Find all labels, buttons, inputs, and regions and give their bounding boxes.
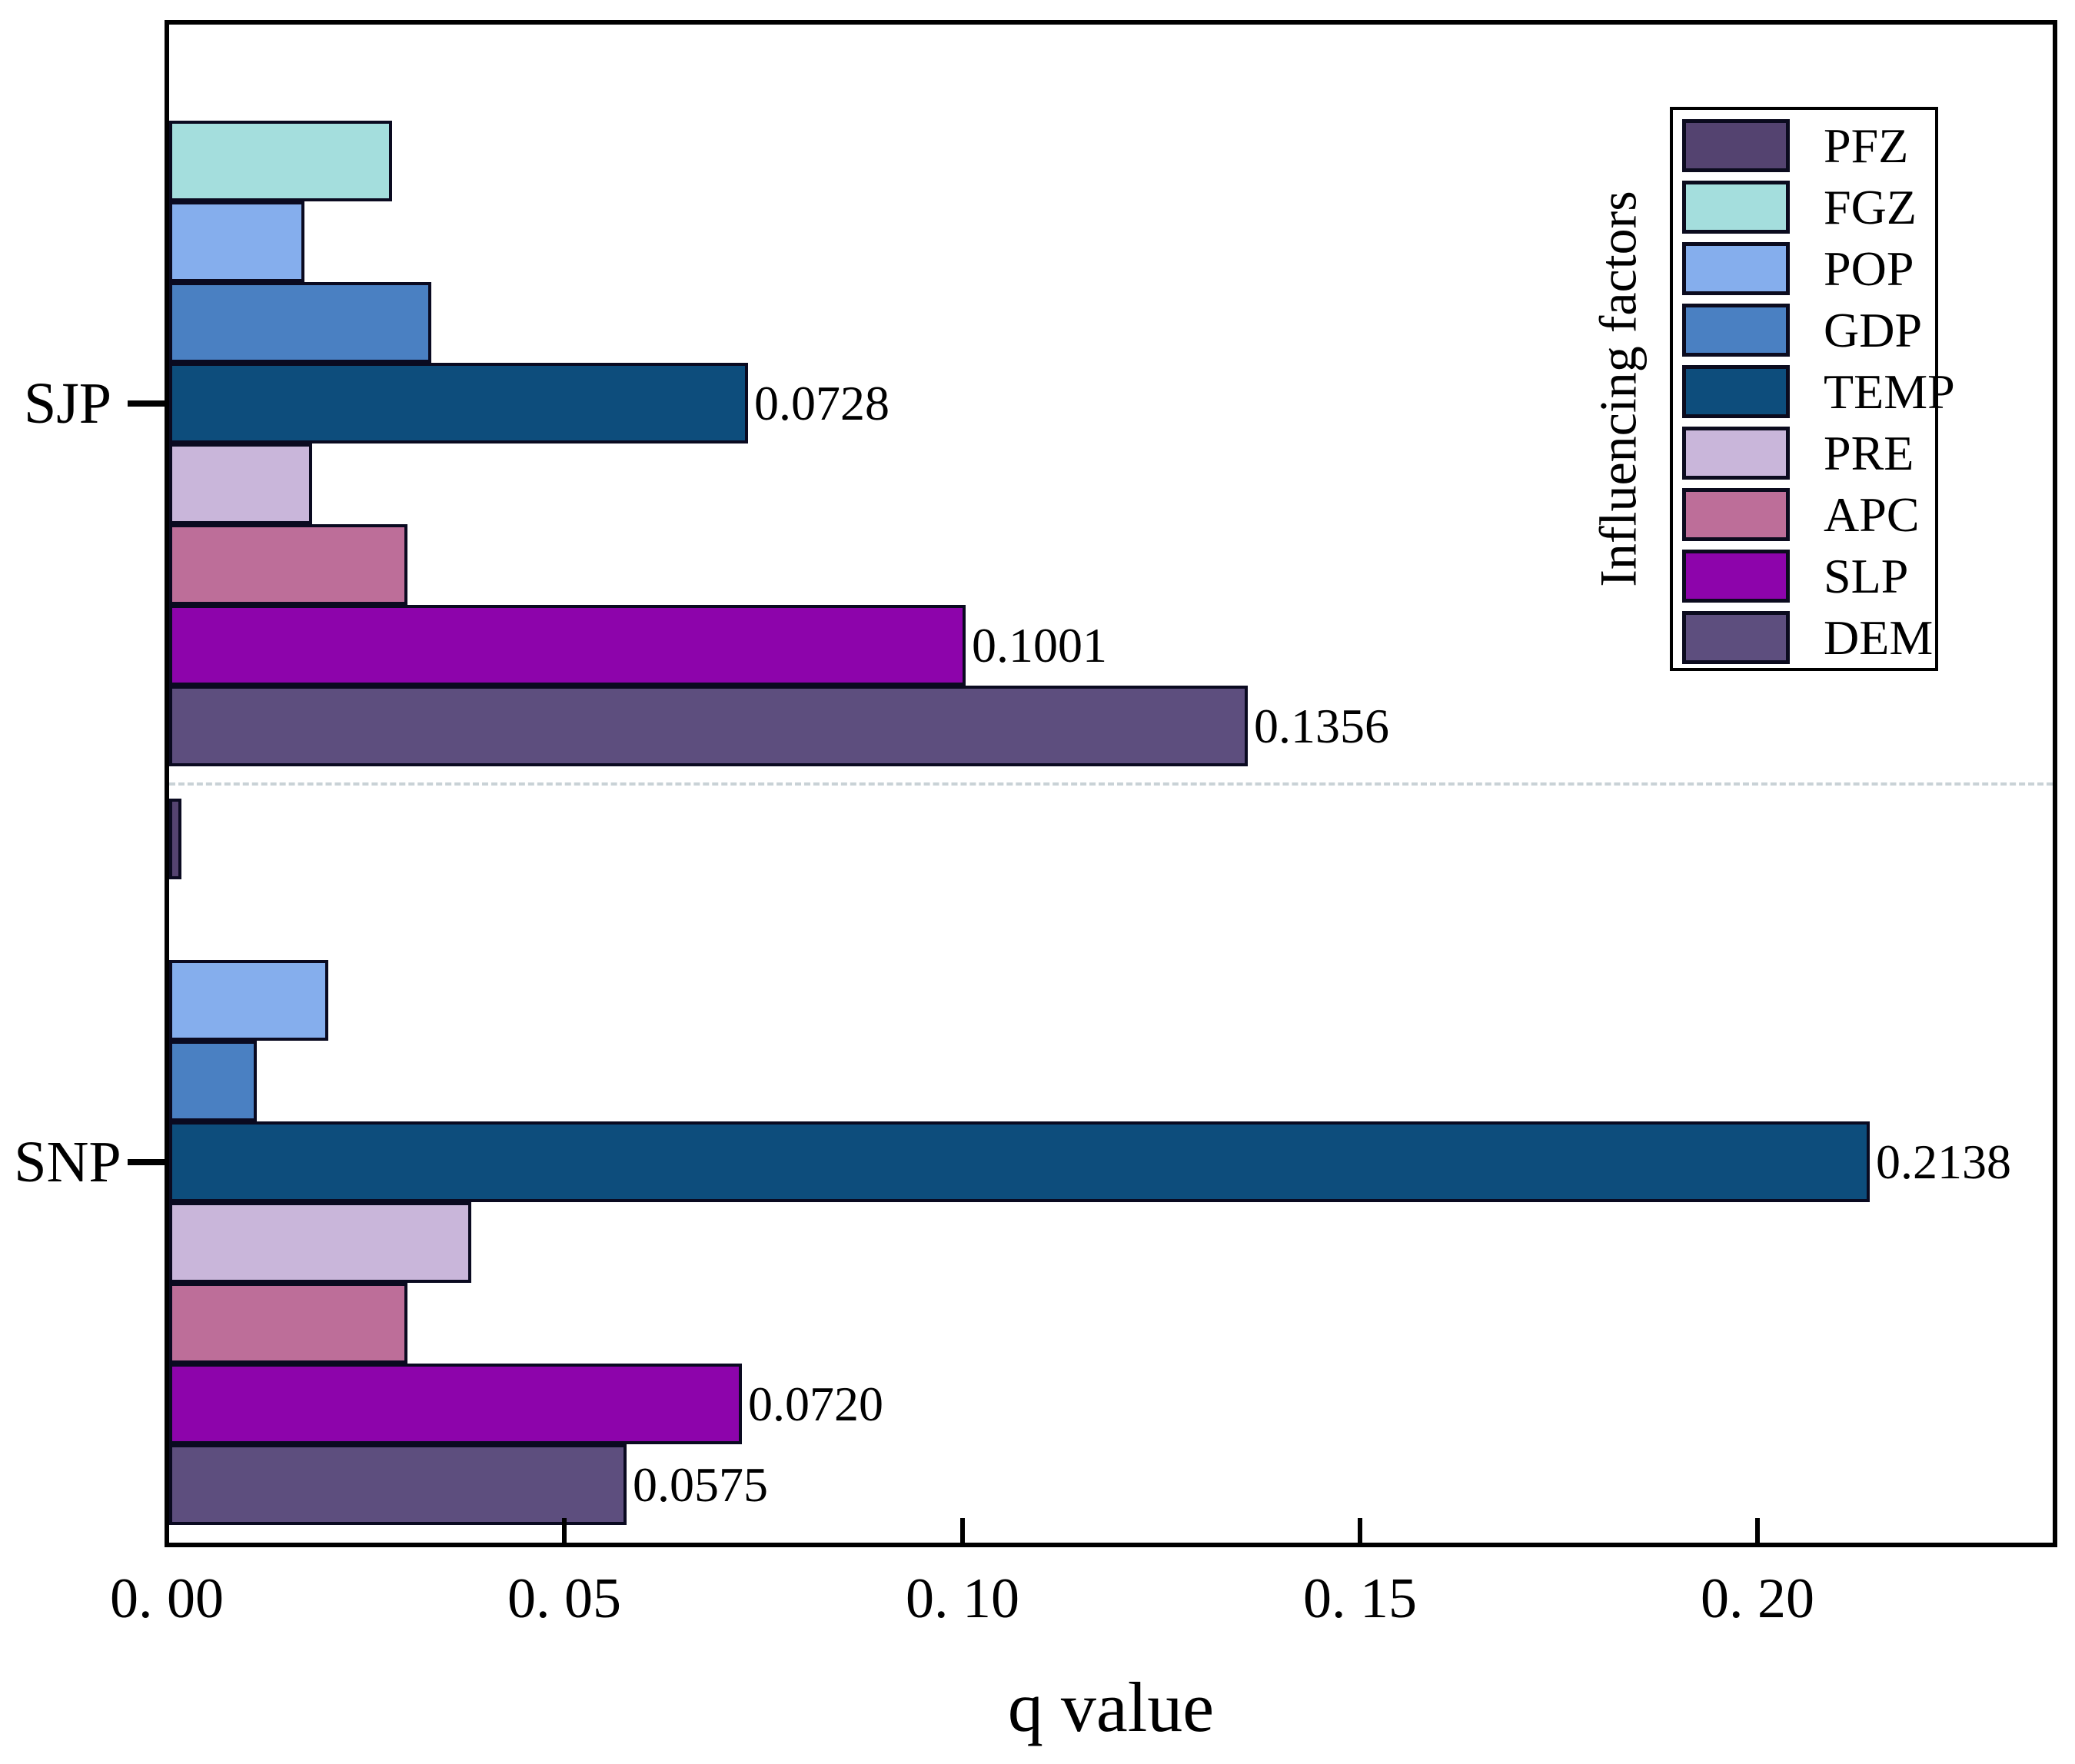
x-tick-label-015: 0. 15 — [1303, 1567, 1417, 1630]
bar-sjp-slp — [169, 605, 966, 686]
legend-label-pre: PRE — [1824, 426, 1914, 480]
bar-value-label-sjp-temp: 0.0728 — [754, 375, 890, 430]
bar-snp-pfz — [169, 799, 181, 879]
bar-snp-pre — [169, 1202, 471, 1283]
legend-label-fgz: FGZ — [1824, 180, 1917, 234]
legend-item-slp: SLP — [1673, 546, 1935, 607]
legend-swatch-dem — [1682, 611, 1790, 664]
x-tick-005 — [562, 1518, 567, 1543]
bar-snp-apc — [169, 1283, 407, 1364]
x-axis-title: q value — [1007, 1668, 1215, 1746]
legend-swatch-temp — [1682, 365, 1790, 418]
legend-title-text: Influencing factors — [1588, 191, 1648, 587]
bar-snp-gdp — [169, 1041, 257, 1121]
legend-swatch-pre — [1682, 427, 1790, 480]
legend-swatch-pop — [1682, 242, 1790, 295]
x-tick-label-005: 0. 05 — [507, 1567, 621, 1630]
legend-swatch-fgz — [1682, 181, 1790, 234]
bar-value-label-snp-temp: 0.2138 — [1876, 1134, 2011, 1189]
legend-item-temp: TEMP — [1673, 361, 1955, 423]
bar-sjp-dem — [169, 686, 1248, 766]
bar-value-label-snp-slp: 0.0720 — [748, 1376, 883, 1431]
x-tick-015 — [1358, 1518, 1362, 1543]
bar-snp-slp — [169, 1364, 742, 1444]
bar-sjp-temp — [169, 363, 748, 443]
legend-item-pfz: PFZ — [1673, 115, 1935, 177]
bar-sjp-pre — [169, 443, 312, 524]
legend-swatch-slp — [1682, 550, 1790, 603]
bar-value-label-snp-dem: 0.0575 — [633, 1457, 768, 1512]
x-tick-010 — [960, 1518, 965, 1543]
y-tick-snp — [128, 1158, 165, 1165]
x-tick-label-010: 0. 10 — [906, 1567, 1019, 1630]
legend-item-gdp: GDP — [1673, 300, 1935, 361]
legend-item-pre: PRE — [1673, 423, 1935, 484]
legend-item-pop: POP — [1673, 238, 1935, 300]
legend-item-apc: APC — [1673, 484, 1935, 546]
legend-swatch-gdp — [1682, 304, 1790, 357]
group-separator-line — [169, 782, 2053, 786]
x-tick-label-000: 0. 00 — [110, 1567, 224, 1630]
bar-snp-dem — [169, 1444, 627, 1525]
bar-sjp-fgz — [169, 121, 392, 201]
bar-value-label-sjp-slp: 0.1001 — [972, 617, 1107, 673]
bar-sjp-pop — [169, 201, 304, 282]
x-tick-020 — [1755, 1518, 1760, 1543]
bar-value-label-sjp-dem: 0.1356 — [1254, 698, 1389, 753]
bar-snp-temp — [169, 1121, 1870, 1202]
legend-item-dem: DEM — [1673, 607, 1935, 669]
legend-label-gdp: GDP — [1824, 303, 1923, 357]
y-axis-label-snp: SNP — [14, 1129, 121, 1194]
bar-sjp-apc — [169, 524, 407, 605]
legend-label-dem: DEM — [1824, 610, 1934, 665]
legend-label-slp: SLP — [1824, 549, 1909, 603]
legend-label-pfz: PFZ — [1824, 118, 1909, 173]
y-axis-label-sjp: SJP — [23, 370, 112, 436]
y-tick-sjp — [128, 400, 165, 407]
legend-label-temp: TEMP — [1824, 364, 1955, 419]
x-tick-label-020: 0. 20 — [1701, 1567, 1814, 1630]
legend-item-fgz: FGZ — [1673, 177, 1935, 238]
bar-sjp-gdp — [169, 282, 431, 363]
legend-label-apc: APC — [1824, 487, 1920, 542]
legend-swatch-apc — [1682, 488, 1790, 541]
bar-snp-pop — [169, 960, 328, 1041]
legend-label-pop: POP — [1824, 241, 1914, 296]
legend-swatch-pfz — [1682, 119, 1790, 172]
legend: PFZ FGZ POP GDP TEMP PRE APC SLP DEM — [1670, 107, 1955, 671]
